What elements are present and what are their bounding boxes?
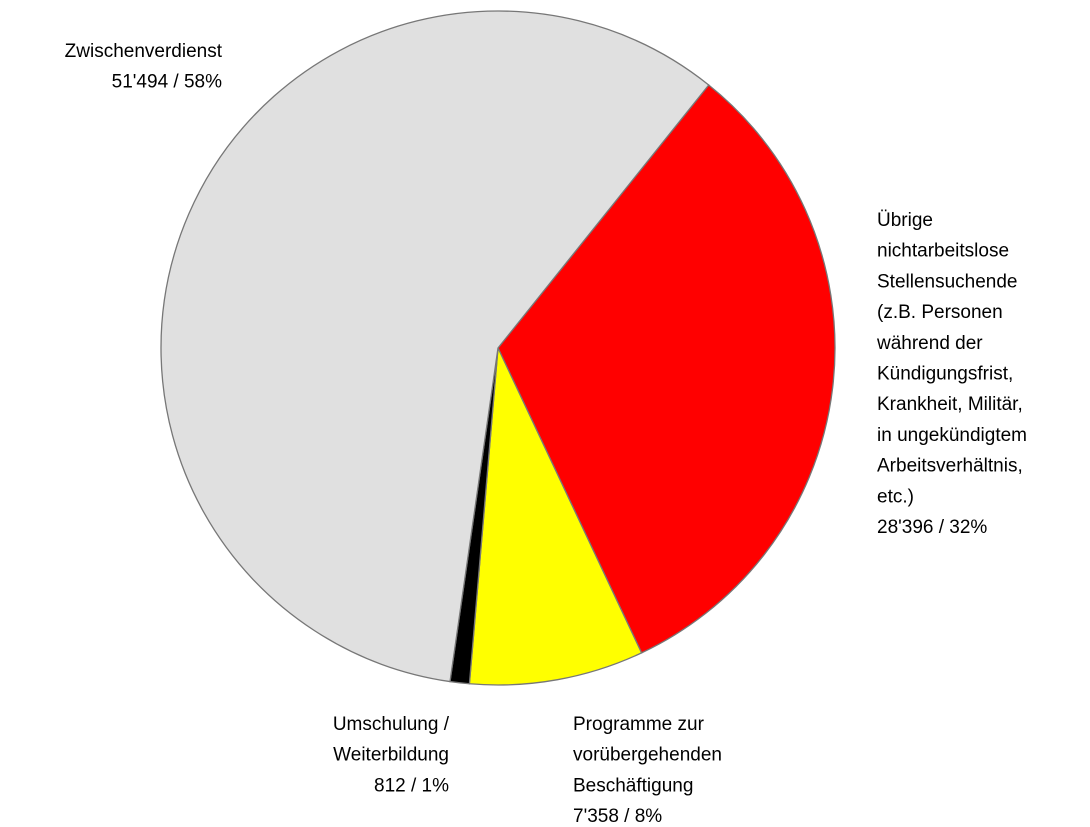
slice-label: Programme zur vorübergehenden Beschäftigun… [573, 714, 722, 796]
pie-slice [160, 10, 710, 683]
value-label: 51'494 / 58% [112, 72, 222, 93]
value-label: 7'358 / 8% [573, 806, 662, 827]
value-label: 28'396 / 32% [877, 517, 987, 538]
slice-label: Zwischenverdienst [65, 41, 223, 62]
pie-slice [468, 345, 643, 686]
pie-slice [497, 84, 836, 654]
value-label: 812 / 1% [374, 775, 449, 796]
slice-label: Umschulung / Weiterbildung [333, 714, 450, 766]
slice-label: Übrige nichtarbeitslose Stellensuchende (z.… [876, 210, 1027, 507]
